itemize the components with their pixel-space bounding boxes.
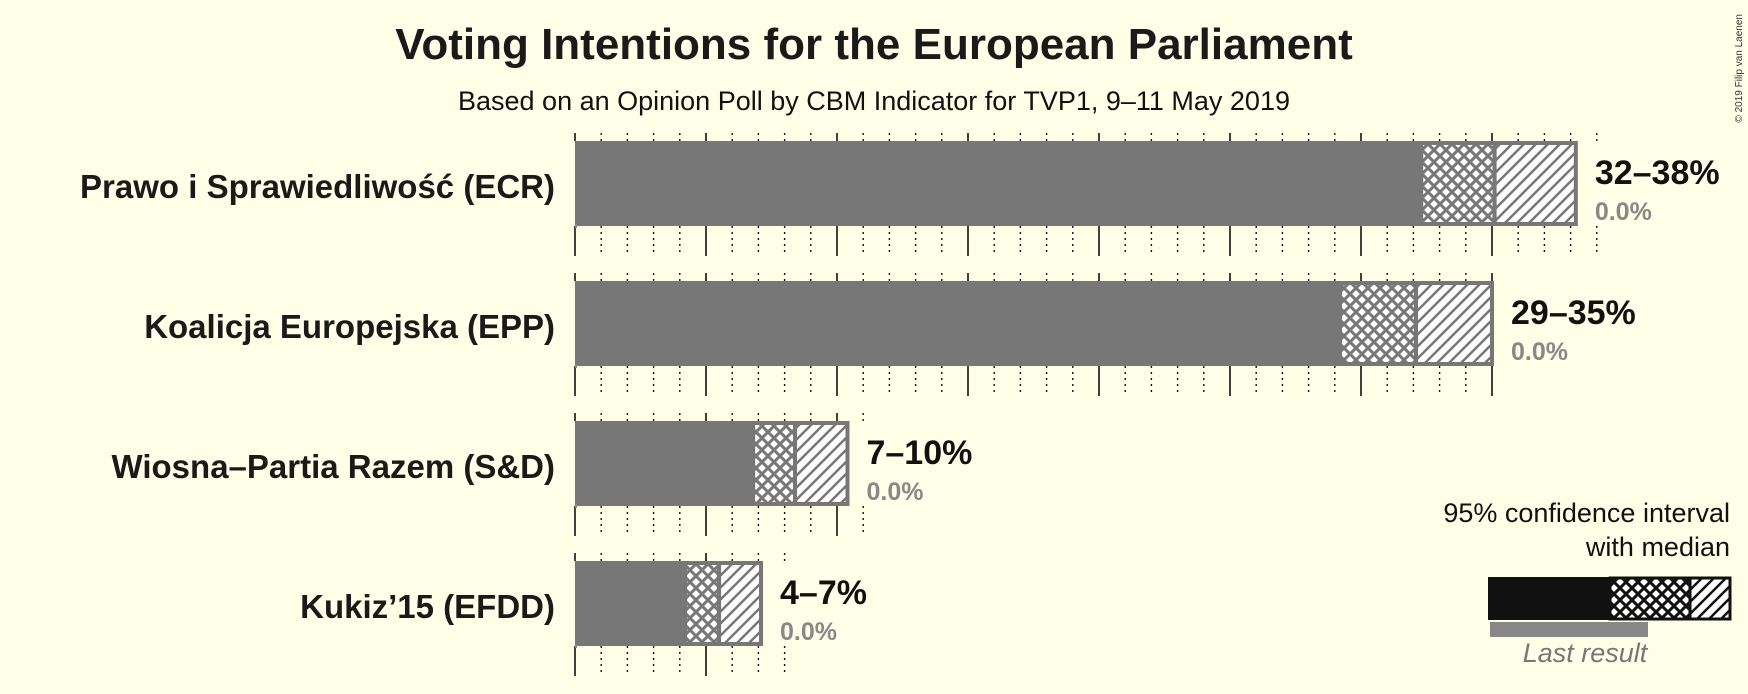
bar-ci-lower xyxy=(751,421,798,506)
bar-ci-lower xyxy=(1338,281,1419,366)
legend-line-2: with median xyxy=(1585,532,1730,562)
category-label: Koalicja Europejska (EPP) xyxy=(144,308,555,345)
category-label: Wiosna–Partia Razem (S&D) xyxy=(112,448,556,485)
chart-subtitle: Based on an Opinion Poll by CBM Indicato… xyxy=(458,86,1290,116)
legend-bar-solid xyxy=(1488,577,1610,620)
bar-ci-upper xyxy=(1492,141,1578,226)
bar-solid xyxy=(575,561,686,646)
bar-last-result xyxy=(575,504,577,508)
bar-solid xyxy=(575,281,1341,366)
bar-ci-lower xyxy=(683,561,722,646)
last-result-label: 0.0% xyxy=(780,618,837,646)
bar-last-result xyxy=(575,224,577,228)
last-result-label: 0.0% xyxy=(1595,198,1652,226)
bar-ci-upper xyxy=(793,421,850,506)
category-label: Prawo i Sprawiedliwość (ECR) xyxy=(80,168,555,205)
interval-label: 29–35% xyxy=(1511,294,1636,332)
last-result-label: 0.0% xyxy=(1511,338,1568,366)
interval-label: 32–38% xyxy=(1595,154,1720,192)
chart-title: Voting Intentions for the European Parli… xyxy=(395,20,1353,69)
category-label: Kukiz’15 (EFDD) xyxy=(300,588,555,625)
bar-last-result xyxy=(575,644,577,648)
bar-ci-upper xyxy=(717,561,764,646)
legend-bar-ci-upper xyxy=(1688,576,1732,621)
bar-ci-lower xyxy=(1419,141,1497,226)
bar-solid xyxy=(575,421,754,506)
legend-last-result-bar xyxy=(1490,622,1648,637)
bar-last-result xyxy=(575,364,577,368)
legend-title: 95% confidence interval with median xyxy=(1443,496,1730,564)
bar-solid xyxy=(575,141,1422,226)
interval-label: 4–7% xyxy=(780,574,867,612)
legend-last-result-label: Last result xyxy=(1522,638,1648,668)
bar-ci-upper xyxy=(1414,281,1495,366)
legend-line-1: 95% confidence interval xyxy=(1443,498,1730,528)
interval-label: 7–10% xyxy=(866,434,972,472)
last-result-label: 0.0% xyxy=(866,478,923,506)
legend-bar-ci-lower xyxy=(1608,576,1692,621)
